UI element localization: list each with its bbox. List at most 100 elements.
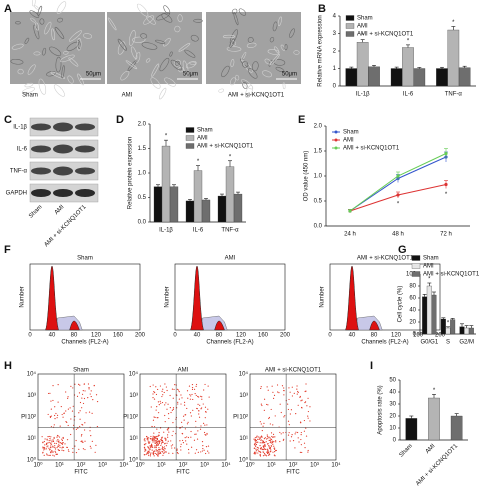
flow-event: [155, 439, 157, 442]
flow-event: [163, 446, 166, 448]
cell-texture: [66, 41, 80, 51]
panel-letter: D: [116, 114, 124, 126]
y-tick-label: 50: [389, 378, 396, 384]
flow-event: [151, 425, 153, 428]
histogram-g1-peak: [189, 265, 204, 331]
flow-event: [297, 431, 299, 434]
flow-event: [187, 397, 189, 399]
legend-label: Sham: [423, 256, 439, 262]
flow-event: [193, 388, 196, 390]
flow-event: [46, 439, 48, 441]
flow-event: [164, 404, 166, 406]
flow-event: [307, 410, 310, 413]
histogram-title: Sham: [77, 256, 93, 262]
flow-event: [154, 452, 156, 455]
cell-texture: [268, 59, 273, 67]
cell-texture: [55, 56, 62, 73]
flow-event: [259, 451, 261, 453]
flow-event: [54, 414, 56, 417]
flow-event: [74, 445, 76, 447]
flow-event: [54, 406, 56, 408]
flow-event: [196, 407, 198, 410]
y-tick-label: 1.0: [314, 174, 323, 180]
x-tick-label: TNF-α: [445, 92, 463, 98]
y-tick-label: 2.0: [138, 122, 147, 128]
flow-event: [304, 401, 306, 404]
cell-texture: [83, 33, 93, 39]
flow-event: [160, 439, 162, 441]
flow-event: [279, 440, 281, 443]
cell-texture: [189, 61, 197, 65]
bar: [413, 68, 426, 87]
cell-texture: [24, 82, 34, 88]
flow-event: [182, 415, 185, 417]
cell-texture: [233, 12, 239, 26]
flow-event: [203, 389, 205, 391]
cell-texture: [246, 42, 257, 48]
flow-event: [74, 415, 76, 418]
flow-event: [61, 449, 63, 451]
y-axis-label: Apoptosis rate (%): [378, 385, 384, 434]
protein-label: IL-1β: [13, 125, 27, 131]
cell-texture: [130, 46, 138, 60]
flow-event: [51, 449, 53, 452]
flow-event: [153, 440, 155, 442]
flow-event: [272, 424, 274, 426]
flow-event: [82, 424, 84, 426]
histogram-x-tick: 200: [435, 333, 446, 339]
flow-event: [202, 447, 204, 450]
flow-event: [265, 441, 267, 443]
legend-label: AMI + si-KCNQ1OT1: [357, 32, 414, 38]
flow-event: [257, 447, 260, 449]
y-tick-label: 40: [409, 308, 416, 314]
y-tick-label: 0.0: [138, 220, 147, 226]
histogram-frame: [329, 263, 441, 331]
flow-event: [162, 454, 164, 456]
flow-event: [55, 412, 57, 415]
histogram-g2-peak: [369, 320, 380, 331]
flow-x-tick: 10¹: [267, 463, 276, 469]
flow-event: [157, 435, 159, 437]
bar: [450, 415, 463, 441]
x-tick-label: IL-1β: [159, 228, 173, 234]
cell-texture: [242, 82, 248, 89]
micrograph-label: AMI: [122, 93, 133, 99]
flow-event: [158, 431, 160, 434]
flow-event: [200, 408, 202, 410]
flow-event: [156, 453, 158, 455]
y-tick-label: 0: [413, 332, 417, 338]
panel-letter: E: [298, 114, 305, 126]
histogram-x-tick: 40: [49, 333, 56, 339]
flow-event: [290, 409, 293, 411]
legend-swatch: [185, 127, 195, 133]
bar: [445, 327, 451, 335]
flow-event: [45, 448, 47, 450]
panel-letter: I: [370, 360, 373, 372]
flow-event: [90, 395, 92, 398]
flow-event: [167, 403, 169, 405]
flow-event: [48, 435, 50, 438]
flow-event: [59, 425, 61, 427]
flow-event: [50, 443, 53, 445]
cell-texture: [68, 30, 82, 42]
flow-event: [169, 407, 171, 409]
x-tick-label: IL-6: [193, 228, 204, 234]
flow-event: [178, 391, 180, 393]
flow-event: [56, 440, 58, 442]
flow-event: [171, 444, 174, 446]
flow-event: [41, 436, 43, 438]
flow-event: [186, 443, 188, 445]
flow-x-tick: 10⁰: [135, 462, 145, 469]
flow-event: [297, 391, 299, 394]
flow-event: [264, 437, 266, 439]
cell-texture: [218, 88, 225, 93]
flow-event: [265, 455, 268, 457]
flow-event: [77, 427, 79, 429]
flow-event: [255, 443, 258, 446]
flow-event: [158, 451, 160, 453]
flow-event: [153, 432, 155, 434]
flow-event: [253, 452, 255, 455]
flow-event: [195, 394, 197, 397]
flow-event: [289, 440, 291, 442]
flow-event: [152, 435, 154, 437]
